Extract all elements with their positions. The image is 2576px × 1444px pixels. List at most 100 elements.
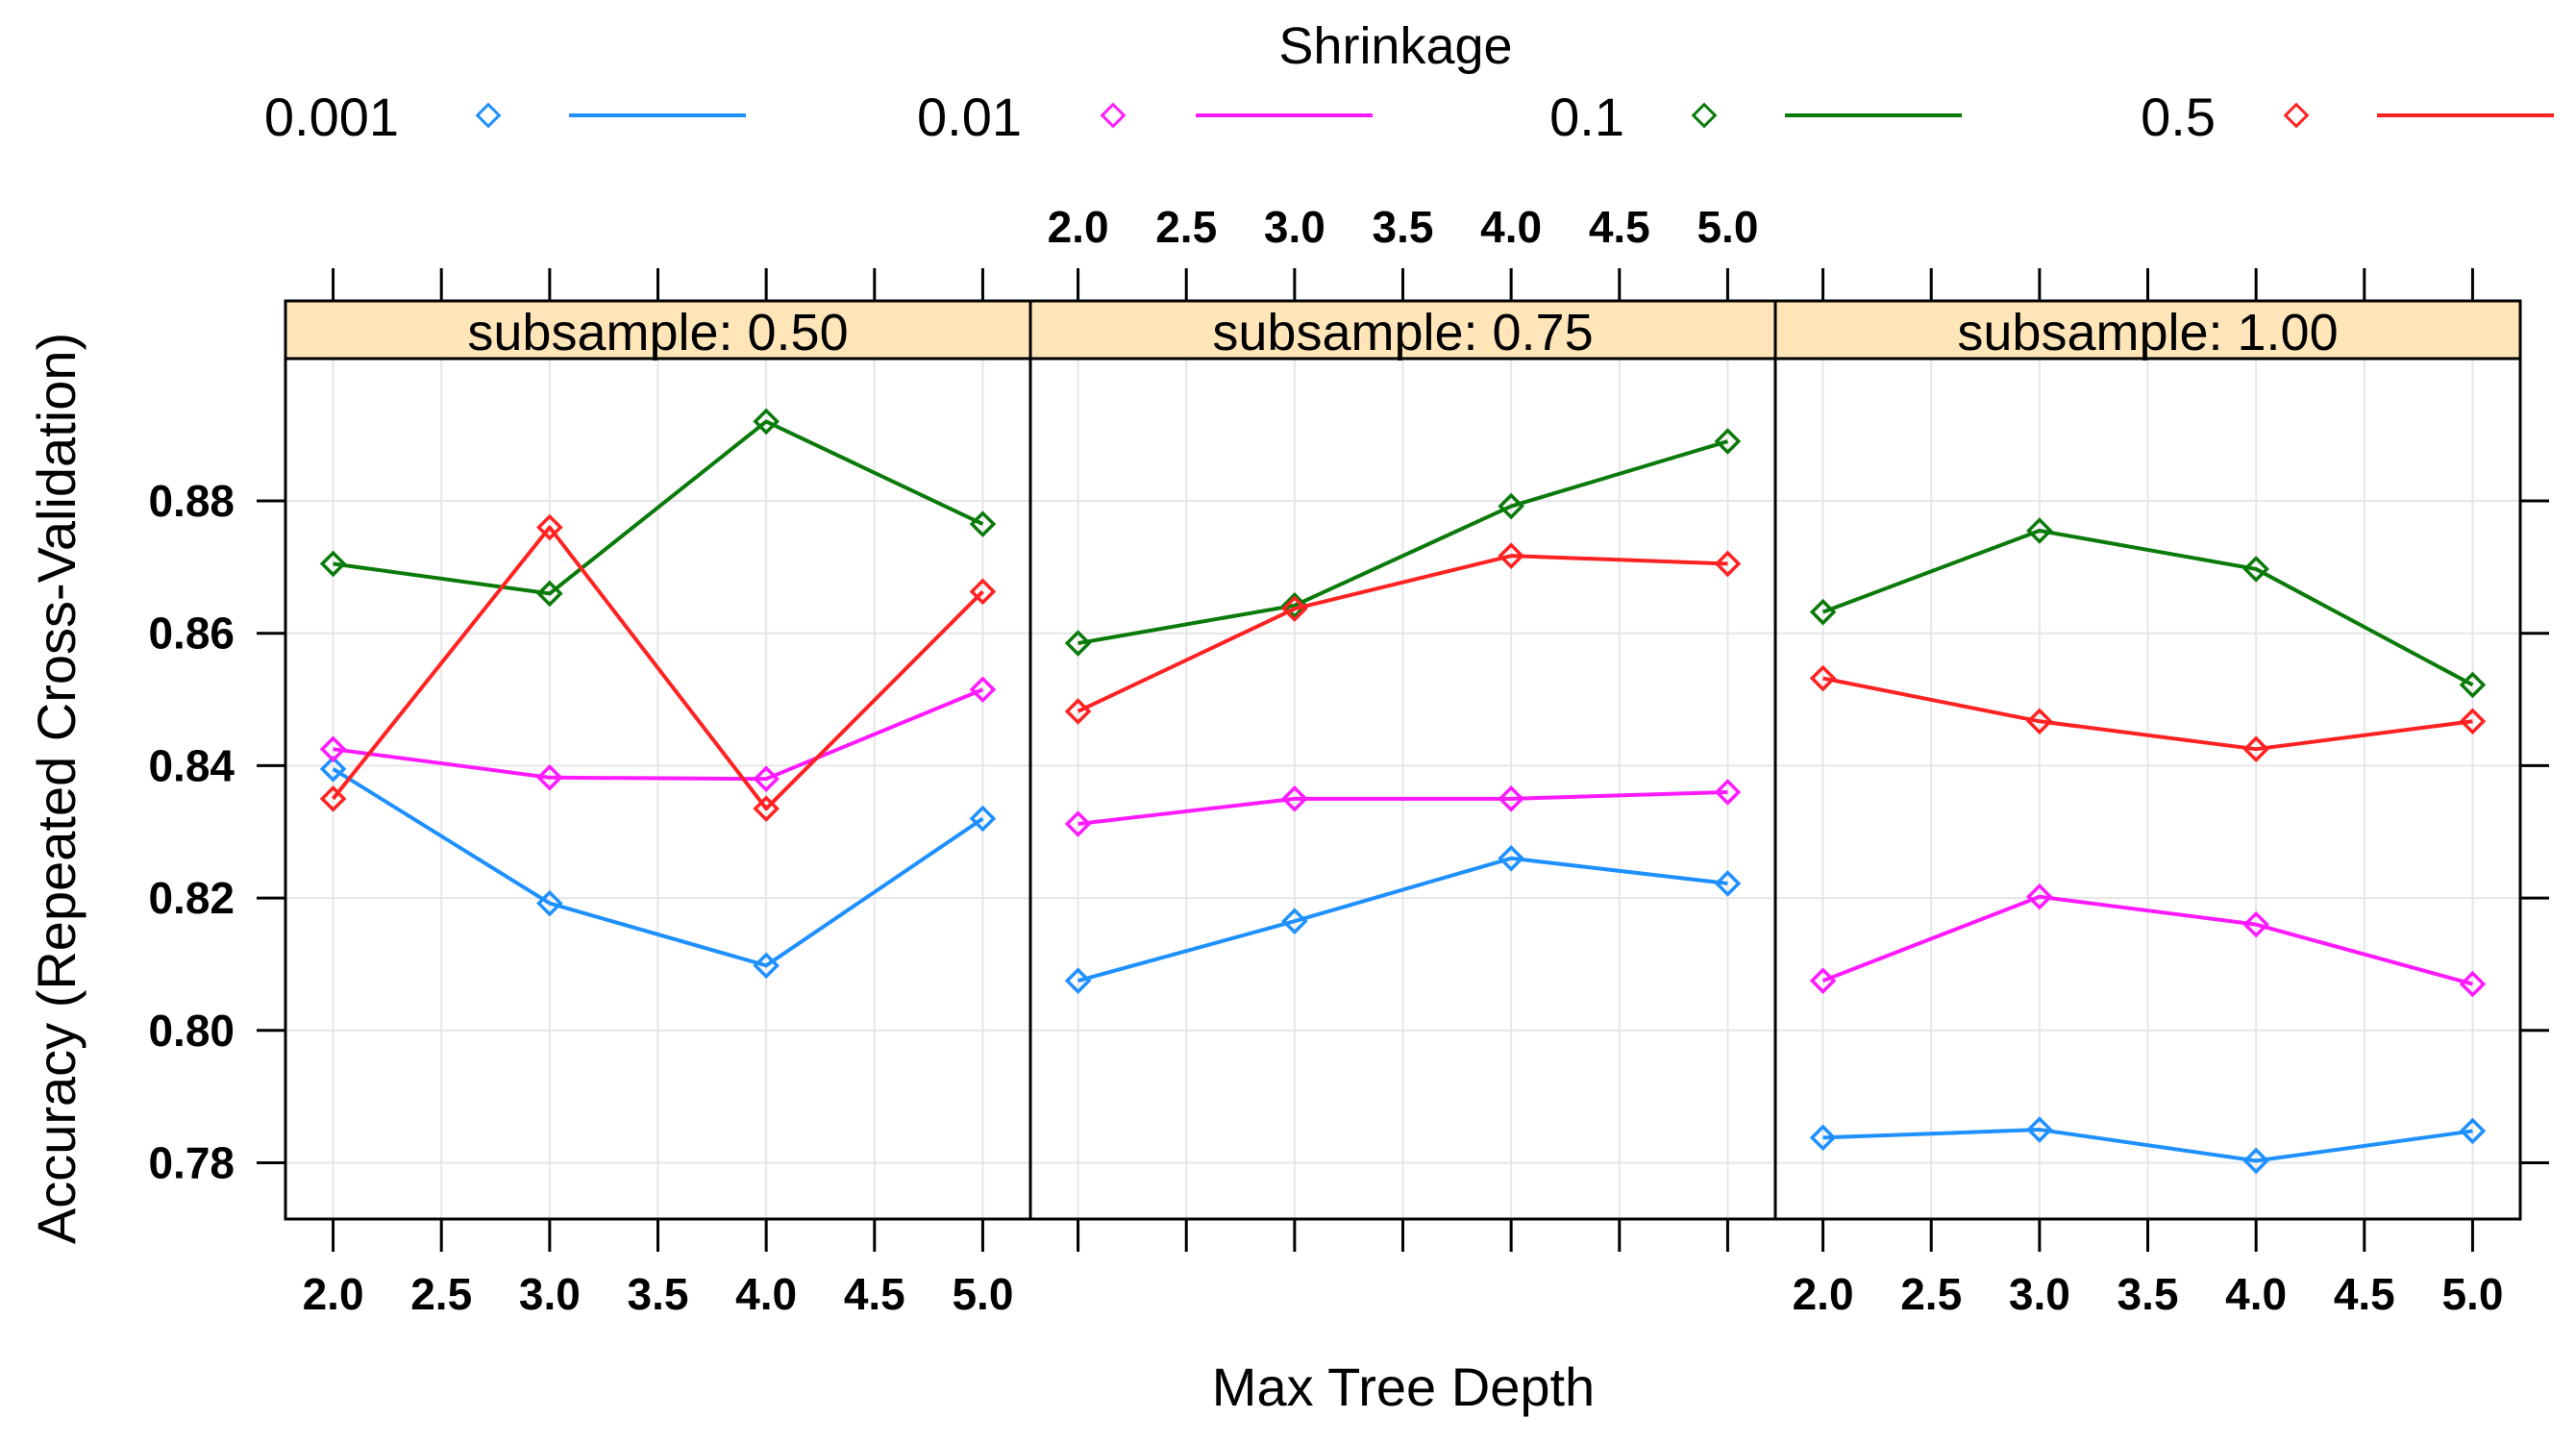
legend: Shrinkage 0.001 0.01 0.1 0.5 (264, 17, 2554, 147)
data-point-0.1 (753, 408, 780, 436)
x-tick-label-bottom: 3.0 (2009, 1269, 2070, 1319)
series-line-0.001 (1077, 856, 1728, 983)
legend-label-0.01: 0.01 (917, 87, 1022, 147)
data-point-0.001 (1498, 844, 1524, 872)
y-tick-label: 0.86 (148, 609, 235, 659)
x-tick-label-top: 3.5 (1373, 202, 1434, 252)
series-line-0.01 (333, 687, 984, 782)
x-tick-label-top: 5.0 (1697, 202, 1758, 252)
data-point-0.1 (1809, 598, 1837, 626)
series-line-0.01 (1077, 789, 1728, 826)
data-point-0.5 (2026, 708, 2053, 735)
data-point-0.5 (969, 578, 997, 606)
x-tick-label-top: 2.5 (1155, 202, 1217, 252)
data-point-0.1 (536, 580, 563, 608)
data-point-0.01 (1064, 810, 1092, 837)
data-point-0.5 (536, 513, 563, 541)
series-line-0.5 (1822, 676, 2473, 752)
data-point-0.001 (1809, 1124, 1837, 1152)
x-tick-label-bottom: 5.0 (2441, 1269, 2503, 1319)
series-line-0.001 (1822, 1128, 2473, 1163)
strip-label: subsample: 1.00 (1957, 304, 2338, 361)
data-point-0.01 (753, 765, 780, 792)
x-tick-label-bottom: 2.0 (1793, 1269, 1854, 1319)
x-tick-label-bottom: 2.5 (410, 1269, 472, 1319)
grid (285, 359, 2520, 1219)
series-line-0.01 (1821, 894, 2473, 986)
data-point-0.5 (1064, 698, 1092, 725)
data-point-0.01 (1714, 779, 1742, 806)
data-point-0.01 (969, 676, 997, 704)
data-point-0.001 (536, 889, 563, 917)
data-point-0.01 (1809, 967, 1837, 994)
x-tick-label-bottom: 2.5 (1900, 1269, 1962, 1319)
legend-label-0.1: 0.1 (1549, 87, 1624, 147)
data-point-0.001 (753, 952, 780, 980)
series-line-0.5 (1077, 554, 1728, 713)
data-point-0.01 (2026, 883, 2053, 910)
legend-label-0.5: 0.5 (2141, 87, 2216, 147)
data-point-0.001 (1281, 908, 1308, 934)
data-point-0.01 (536, 764, 563, 791)
x-axis-title: Max Tree Depth (1212, 1357, 1595, 1417)
y-tick-label: 0.84 (148, 740, 235, 790)
strip-label: subsample: 0.50 (467, 304, 848, 361)
x-tick-label-bottom: 3.5 (2118, 1269, 2179, 1319)
data-point-0.5 (753, 795, 780, 822)
data-point-0.01 (1498, 785, 1524, 812)
x-tick-label-bottom: 4.5 (844, 1269, 905, 1319)
data-point-0.001 (969, 805, 997, 833)
legend-title: Shrinkage (1278, 17, 1512, 75)
series-line-0.1 (1077, 439, 1729, 646)
data-point-0.01 (2242, 910, 2269, 938)
data-point-0.1 (1064, 630, 1092, 657)
data-point-0.01 (1281, 785, 1308, 812)
data-point-0.001 (319, 756, 347, 783)
data-point-0.5 (2242, 735, 2269, 762)
y-tick-label: 0.82 (148, 873, 235, 923)
data-point-0.001 (1064, 967, 1092, 994)
x-tick-label-top: 3.0 (1264, 202, 1325, 252)
x-tick-label-bottom: 4.0 (735, 1269, 797, 1319)
data-point-0.1 (969, 510, 997, 537)
data-point-0.1 (1714, 428, 1742, 455)
data-point-0.1 (2026, 517, 2053, 544)
x-tick-label-bottom: 5.0 (952, 1269, 1013, 1319)
series-line-0.1 (1821, 529, 2474, 687)
y-tick-label: 0.88 (148, 476, 235, 526)
y-tick-label: 0.78 (148, 1137, 235, 1187)
x-tick-label-top: 4.5 (1589, 202, 1650, 252)
data-point-0.01 (2459, 970, 2487, 998)
x-tick-label-bottom: 3.0 (519, 1269, 581, 1319)
data-point-0.01 (319, 735, 347, 762)
data-point-0.001 (1714, 870, 1742, 897)
panel-frames: subsample: 0.50 subsample: 0.75 subsample:… (284, 299, 2522, 1221)
data-point-0.5 (1809, 664, 1837, 692)
data-point-0.001 (2459, 1117, 2487, 1145)
x-tick-label-bottom: 4.5 (2334, 1269, 2395, 1319)
series-layer (319, 408, 2487, 1175)
x-tick-label-bottom: 4.0 (2225, 1269, 2287, 1319)
data-point-0.001 (2242, 1147, 2269, 1175)
legend-label-0.001: 0.001 (264, 87, 399, 147)
axes: 2.0 2.5 3.0 3.5 4.0 4.5 5.0 2.0 2.5 3.0 3.5 4.0 4.5 5… (26, 202, 2549, 1417)
strip-label: subsample: 0.75 (1212, 304, 1593, 361)
series-line-0.1 (333, 419, 984, 596)
y-axis-title: Accuracy (Repeated Cross-Validation) (26, 333, 87, 1244)
data-point-0.5 (1714, 550, 1742, 578)
x-tick-label-bottom: 2.0 (303, 1269, 364, 1319)
data-point-0.001 (2026, 1116, 2053, 1143)
y-tick-label: 0.80 (148, 1006, 235, 1056)
x-tick-label-top: 2.0 (1048, 202, 1109, 252)
data-point-0.5 (319, 785, 347, 812)
data-point-0.5 (1281, 595, 1308, 623)
data-point-0.1 (1498, 492, 1524, 520)
series-line-0.001 (332, 767, 984, 968)
series-line-0.5 (332, 525, 984, 811)
legend-marker-0.001 (475, 102, 502, 129)
x-tick-label-bottom: 3.5 (628, 1269, 689, 1319)
legend-marker-0.5 (2283, 102, 2310, 129)
data-point-0.1 (2242, 556, 2269, 583)
